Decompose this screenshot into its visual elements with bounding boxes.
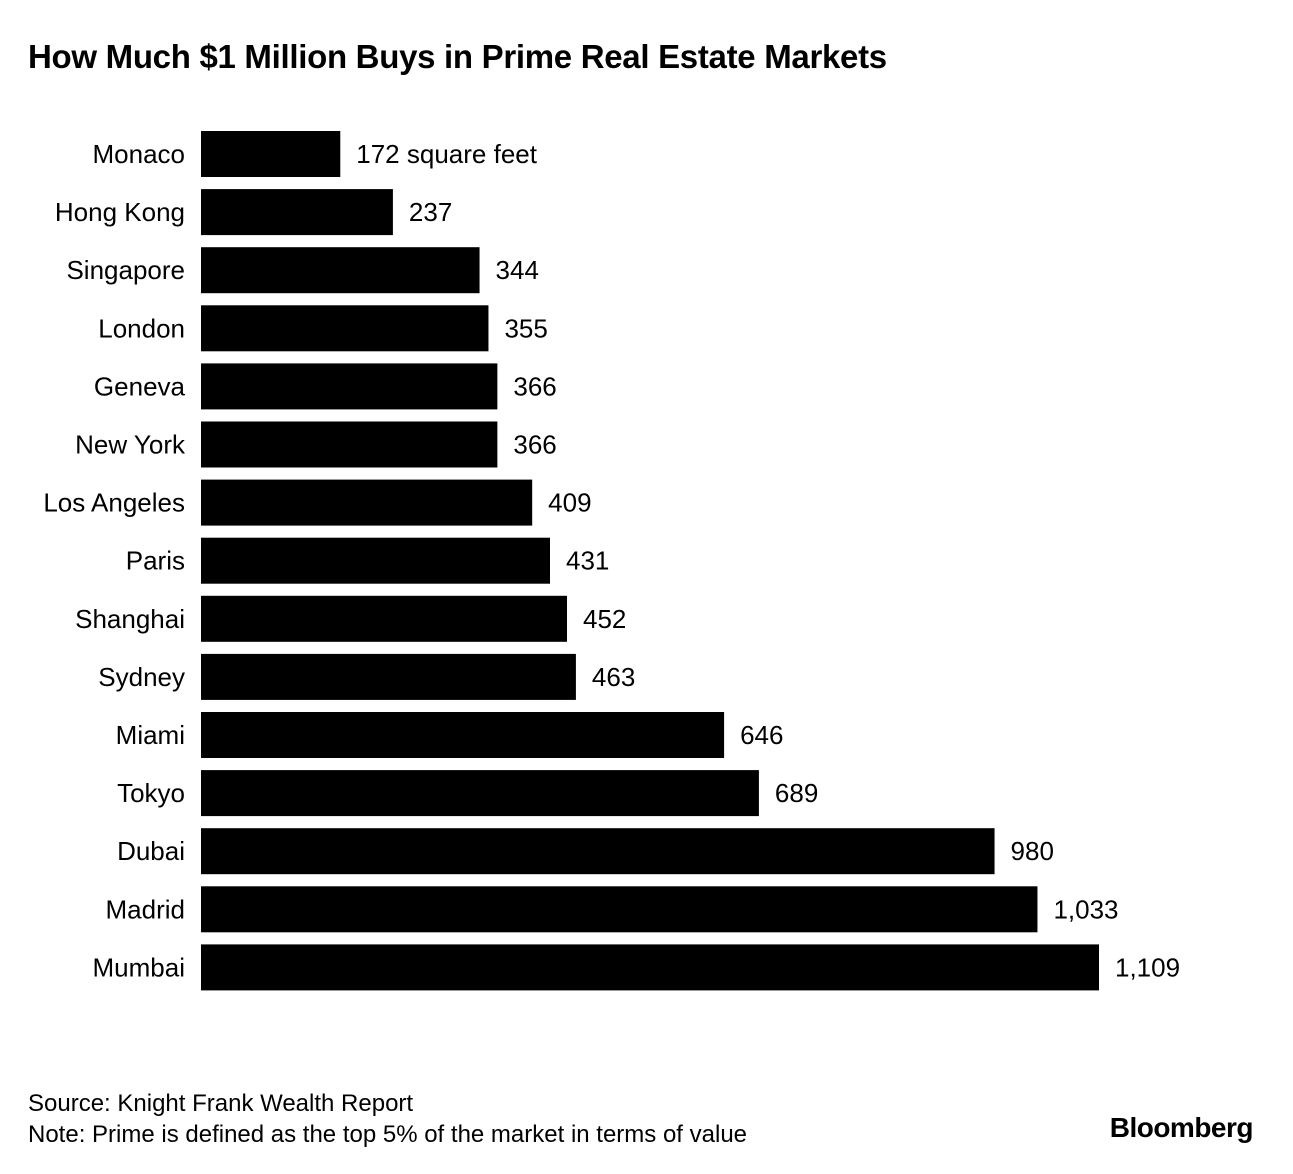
source-note: Source: Knight Frank Wealth Report bbox=[28, 1090, 414, 1117]
category-label-los-angeles: Los Angeles bbox=[43, 488, 185, 518]
definition-note: Note: Prime is defined as the top 5% of … bbox=[28, 1121, 748, 1148]
bar-dubai bbox=[201, 828, 995, 875]
value-label-sydney: 463 bbox=[592, 662, 635, 692]
bar-monaco bbox=[201, 131, 341, 177]
value-label-tokyo: 689 bbox=[775, 778, 818, 808]
category-label-singapore: Singapore bbox=[66, 255, 185, 285]
category-label-hong-kong: Hong Kong bbox=[55, 197, 185, 227]
value-label-paris: 431 bbox=[566, 546, 609, 576]
bar-singapore bbox=[201, 247, 480, 294]
value-label-shanghai: 452 bbox=[583, 604, 626, 634]
bar-paris bbox=[201, 537, 550, 584]
value-label-geneva: 366 bbox=[513, 371, 556, 401]
category-label-paris: Paris bbox=[126, 546, 185, 576]
bar-shanghai bbox=[201, 595, 568, 642]
category-label-new-york: New York bbox=[75, 430, 186, 460]
category-label-mumbai: Mumbai bbox=[93, 952, 185, 982]
value-label-monaco: 172 square feet bbox=[356, 139, 537, 169]
value-label-miami: 646 bbox=[740, 720, 783, 750]
value-label-new-york: 366 bbox=[513, 430, 556, 460]
bar-geneva bbox=[201, 363, 498, 410]
category-label-london: London bbox=[98, 313, 185, 343]
value-label-dubai: 980 bbox=[1011, 836, 1054, 866]
bar-miami bbox=[201, 712, 725, 758]
bar-hong-kong bbox=[201, 189, 393, 236]
category-label-monaco: Monaco bbox=[93, 139, 186, 169]
value-label-mumbai: 1,109 bbox=[1115, 952, 1180, 982]
bar-madrid bbox=[201, 886, 1038, 933]
category-label-madrid: Madrid bbox=[106, 894, 185, 924]
bar-mumbai bbox=[201, 944, 1099, 991]
bar-london bbox=[201, 305, 489, 352]
category-label-miami: Miami bbox=[116, 720, 185, 750]
category-label-geneva: Geneva bbox=[94, 371, 186, 401]
bar-chart: Monaco 172 square feet Hong Kong 237 Singapo… bbox=[43, 131, 1180, 991]
category-label-dubai: Dubai bbox=[117, 836, 185, 866]
chart-title: How Much $1 Million Buys in Prime Real E… bbox=[28, 38, 887, 75]
bar-los-angeles bbox=[201, 479, 533, 526]
value-label-hong-kong: 237 bbox=[409, 197, 452, 227]
category-label-tokyo: Tokyo bbox=[117, 778, 185, 808]
bar-new-york bbox=[201, 421, 498, 468]
category-label-sydney: Sydney bbox=[98, 662, 185, 692]
value-label-los-angeles: 409 bbox=[548, 488, 591, 518]
bloomberg-logo: Bloomberg bbox=[1109, 1112, 1254, 1143]
value-label-london: 355 bbox=[504, 313, 547, 343]
value-label-madrid: 1,033 bbox=[1053, 894, 1118, 924]
value-label-singapore: 344 bbox=[496, 255, 539, 285]
category-label-shanghai: Shanghai bbox=[75, 604, 185, 634]
bar-tokyo bbox=[201, 770, 759, 817]
bar-sydney bbox=[201, 653, 576, 700]
